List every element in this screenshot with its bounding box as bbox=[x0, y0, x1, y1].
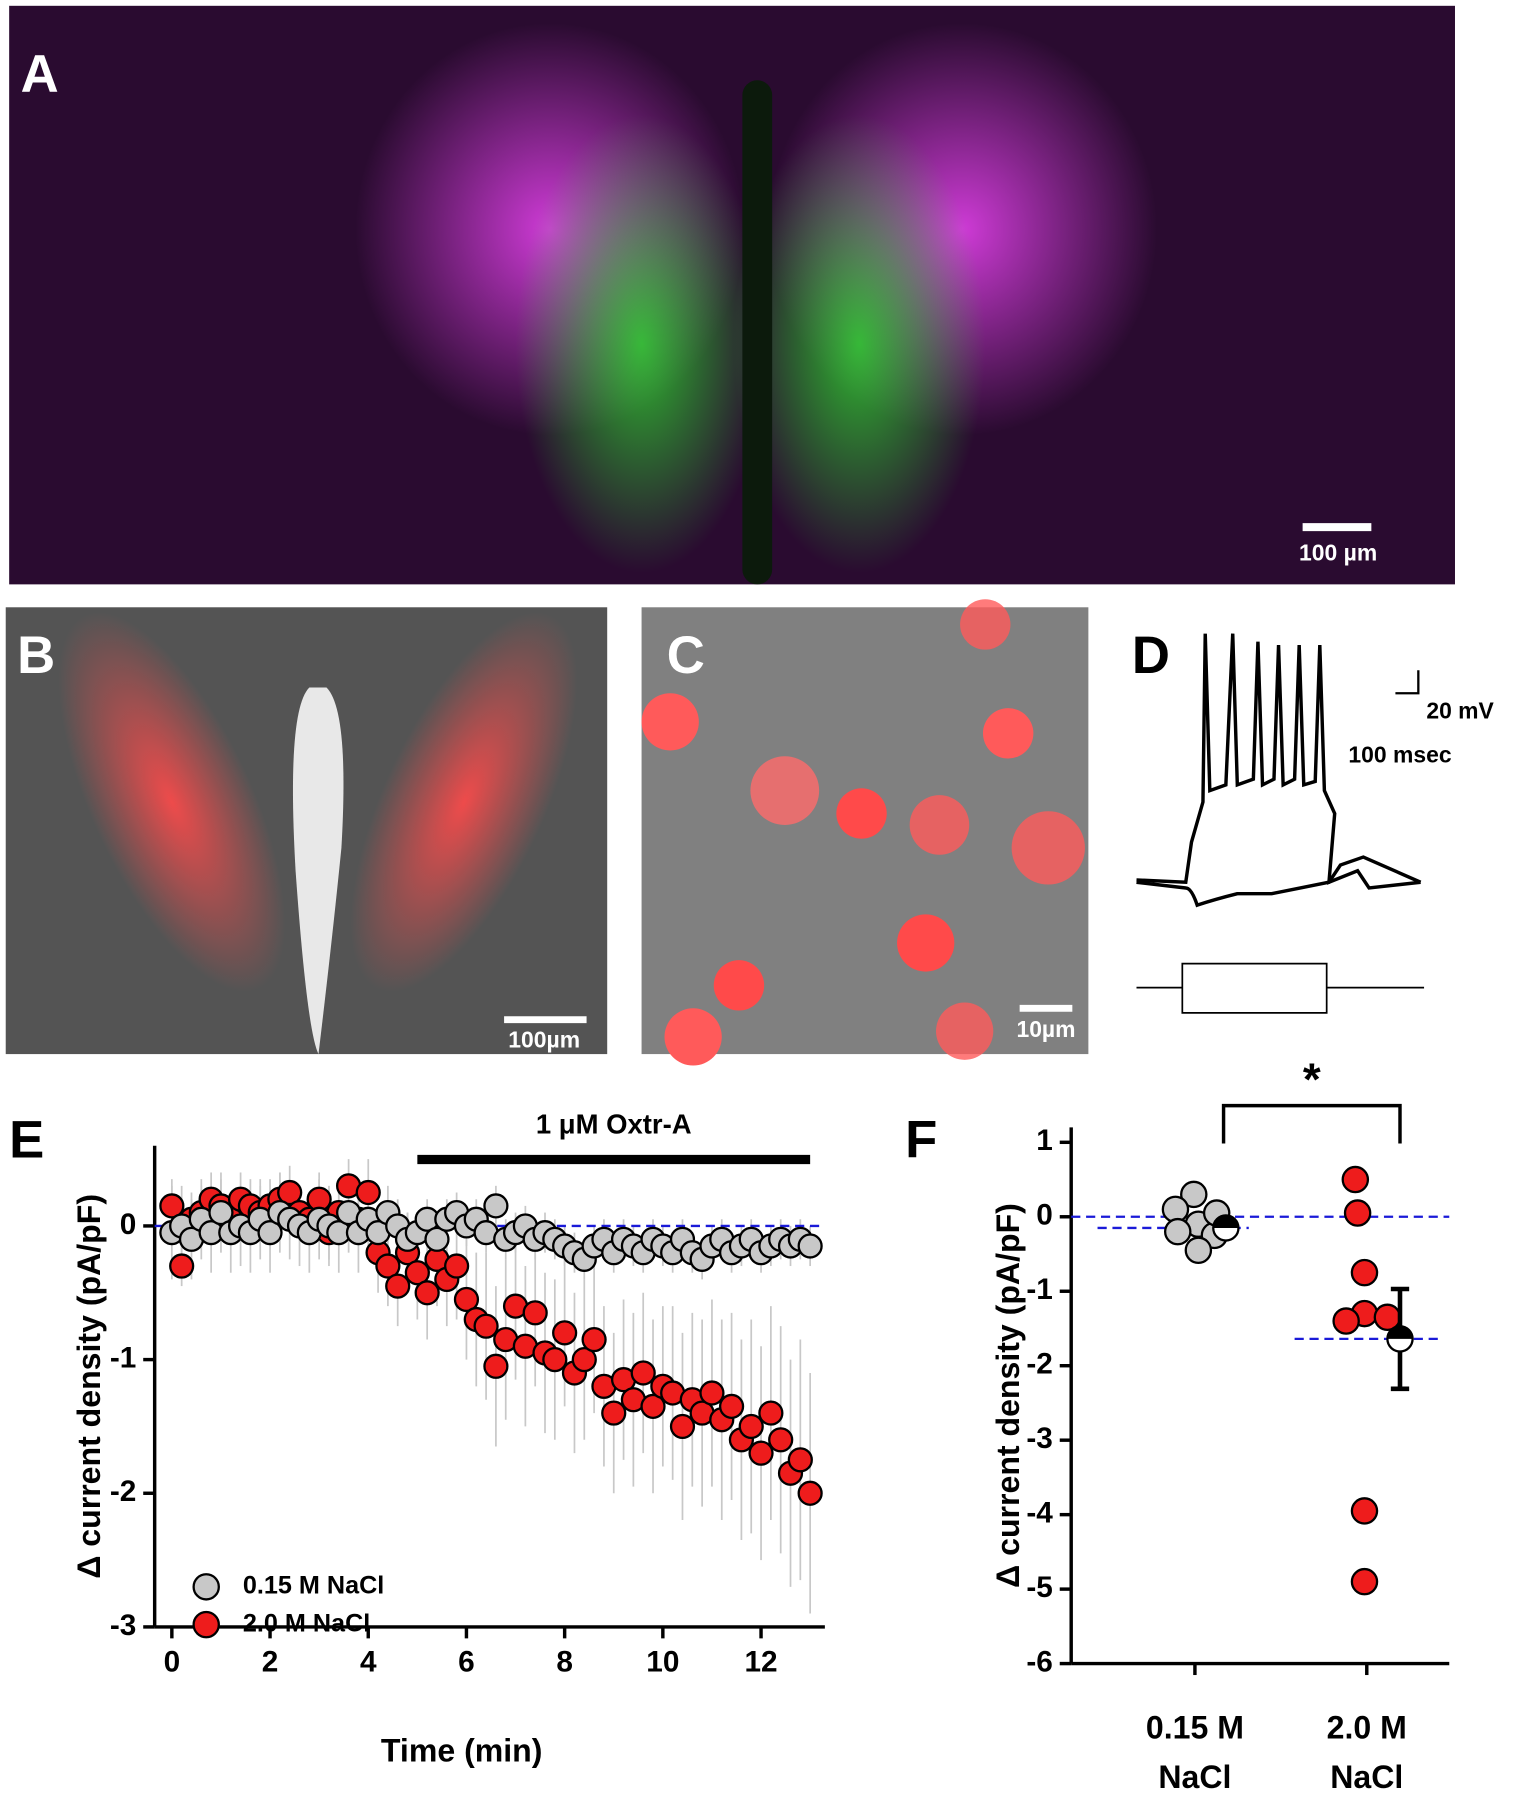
scale-bar-label: 20 mV bbox=[1426, 698, 1494, 724]
scale-bar-label: 100µm bbox=[508, 1027, 580, 1053]
point bbox=[738, 1413, 764, 1440]
panel-label: C bbox=[667, 626, 705, 685]
point bbox=[1343, 1199, 1372, 1227]
y-tick-label: -2 bbox=[1026, 1348, 1052, 1381]
point bbox=[768, 1427, 794, 1453]
panel-label: A bbox=[21, 45, 59, 104]
panel-label: B bbox=[17, 626, 55, 685]
x-tick-label: NaCl bbox=[1158, 1759, 1231, 1795]
x-tick-label: 6 bbox=[458, 1645, 475, 1678]
voltage-trace bbox=[1136, 633, 1422, 908]
x-tick-label: 0.15 M bbox=[1146, 1709, 1244, 1745]
y-tick-label: 1 bbox=[1036, 1124, 1053, 1157]
y-tick-label: -1 bbox=[110, 1341, 136, 1374]
point bbox=[385, 1273, 411, 1299]
point bbox=[669, 1413, 696, 1440]
point bbox=[473, 1313, 499, 1339]
point bbox=[552, 1320, 578, 1346]
point bbox=[601, 1400, 627, 1426]
point bbox=[571, 1346, 597, 1373]
point bbox=[640, 1393, 666, 1419]
point bbox=[444, 1253, 470, 1279]
point bbox=[797, 1480, 823, 1506]
significance: * bbox=[1303, 1054, 1321, 1105]
x-tick-label: 10 bbox=[646, 1645, 679, 1678]
point bbox=[414, 1280, 440, 1306]
y-tick-label: -3 bbox=[110, 1609, 136, 1642]
x-tick-label: 2.0 M bbox=[1327, 1709, 1407, 1745]
point bbox=[1350, 1567, 1379, 1596]
y-tick-label: 0 bbox=[120, 1208, 137, 1241]
mean-marker-fill bbox=[1387, 1326, 1413, 1339]
point bbox=[483, 1193, 509, 1219]
annotation: 1 μM Oxtr-A bbox=[536, 1109, 692, 1140]
point bbox=[1350, 1258, 1379, 1287]
point bbox=[797, 1233, 823, 1259]
panel-label: F bbox=[905, 1110, 937, 1169]
stimulus-step bbox=[1136, 962, 1425, 1014]
significance-bracket bbox=[1221, 1103, 1402, 1144]
scale-bar-label: 10µm bbox=[1016, 1016, 1075, 1042]
point bbox=[1341, 1165, 1370, 1194]
point bbox=[483, 1353, 509, 1379]
point bbox=[208, 1199, 234, 1226]
y-tick-label: -1 bbox=[1026, 1273, 1052, 1306]
micrograph-b bbox=[5, 607, 608, 1055]
point bbox=[758, 1400, 784, 1426]
point bbox=[375, 1253, 401, 1279]
x-tick-label: NaCl bbox=[1330, 1759, 1403, 1795]
point bbox=[748, 1440, 774, 1466]
point bbox=[277, 1179, 303, 1206]
x-tick-label: 0 bbox=[164, 1645, 181, 1678]
mean-marker-fill bbox=[1213, 1215, 1239, 1228]
point bbox=[1350, 1497, 1379, 1525]
x-axis-title: Time (min) bbox=[381, 1732, 543, 1768]
y-tick-label: 0 bbox=[1036, 1199, 1053, 1232]
x-tick-label: 4 bbox=[360, 1645, 377, 1678]
point bbox=[699, 1380, 725, 1406]
point bbox=[581, 1326, 607, 1353]
y-axis-title: Δ current density (pA/pF) bbox=[990, 1203, 1026, 1588]
point bbox=[159, 1193, 185, 1219]
point bbox=[1184, 1236, 1213, 1265]
y-tick-label: -2 bbox=[110, 1475, 136, 1508]
y-tick-label: -3 bbox=[1026, 1422, 1052, 1455]
y-tick-label: -4 bbox=[1026, 1497, 1053, 1530]
point bbox=[542, 1346, 568, 1373]
point bbox=[630, 1360, 656, 1386]
legend-marker bbox=[192, 1610, 220, 1639]
scale-bar-label: 100 µm bbox=[1299, 540, 1377, 566]
micrograph-c bbox=[641, 599, 1089, 1066]
point bbox=[1332, 1307, 1360, 1335]
y-axis-title: Δ current density (pA/pF) bbox=[71, 1194, 107, 1579]
x-tick-label: 12 bbox=[744, 1645, 777, 1678]
legend-label: 0.15 M NaCl bbox=[243, 1571, 384, 1599]
point bbox=[355, 1179, 381, 1206]
point bbox=[718, 1393, 745, 1419]
panel-label: D bbox=[1132, 626, 1170, 685]
x-tick-label: 2 bbox=[262, 1645, 279, 1678]
x-tick-label: 8 bbox=[556, 1645, 573, 1678]
point bbox=[1180, 1180, 1208, 1209]
point bbox=[257, 1220, 283, 1246]
legend-label: 2.0 M NaCl bbox=[243, 1609, 370, 1637]
y-tick-label: -6 bbox=[1026, 1645, 1052, 1678]
point bbox=[169, 1253, 195, 1279]
panel-label: E bbox=[9, 1110, 44, 1169]
point bbox=[404, 1260, 430, 1286]
micrograph-a bbox=[9, 5, 1455, 585]
scale-bar-label: 100 msec bbox=[1348, 741, 1451, 767]
point bbox=[424, 1226, 450, 1252]
y-tick-label: -5 bbox=[1026, 1571, 1052, 1604]
point bbox=[1163, 1217, 1192, 1246]
point bbox=[522, 1300, 548, 1326]
legend-marker bbox=[192, 1573, 220, 1601]
point bbox=[453, 1286, 480, 1313]
point bbox=[787, 1447, 813, 1473]
